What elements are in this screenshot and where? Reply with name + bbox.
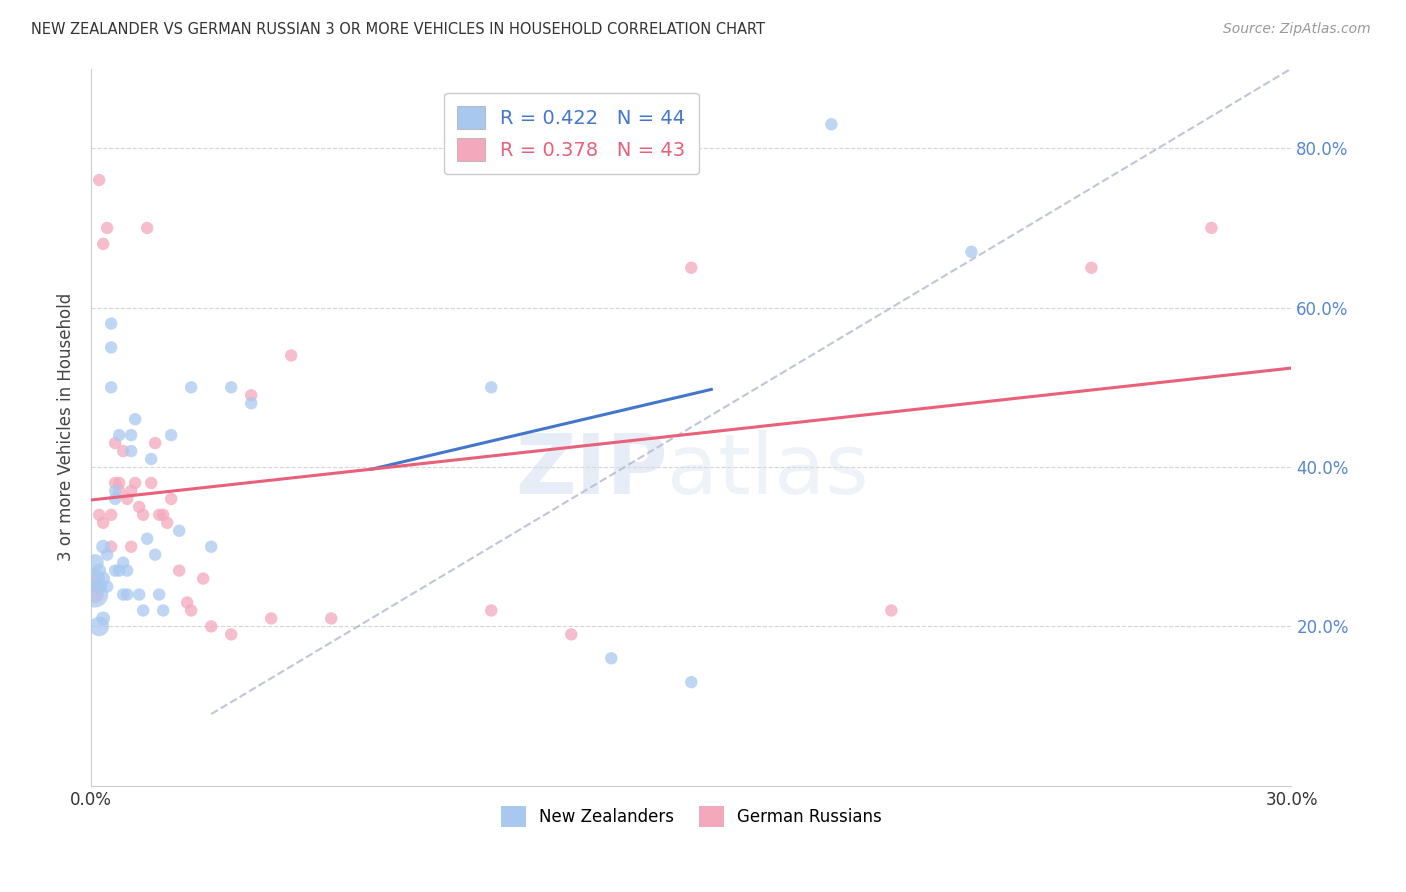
Point	[100, 380, 122, 394]
Point	[124, 412, 146, 426]
Point	[321, 611, 343, 625]
Point	[880, 603, 903, 617]
Point	[100, 540, 122, 554]
Point	[91, 540, 114, 554]
Point	[128, 587, 150, 601]
Point	[479, 603, 502, 617]
Point	[152, 603, 174, 617]
Point	[104, 491, 127, 506]
Point	[91, 236, 114, 251]
Point	[96, 580, 118, 594]
Text: ZIP: ZIP	[515, 430, 668, 511]
Point	[156, 516, 179, 530]
Point	[89, 173, 111, 187]
Point	[219, 380, 242, 394]
Point	[219, 627, 242, 641]
Point	[84, 587, 107, 601]
Point	[152, 508, 174, 522]
Point	[148, 587, 170, 601]
Point	[104, 483, 127, 498]
Point	[1201, 221, 1223, 235]
Point	[84, 572, 107, 586]
Point	[96, 548, 118, 562]
Point	[112, 556, 135, 570]
Y-axis label: 3 or more Vehicles in Household: 3 or more Vehicles in Household	[58, 293, 75, 561]
Point	[960, 244, 983, 259]
Point	[1080, 260, 1102, 275]
Point	[148, 508, 170, 522]
Point	[167, 524, 190, 538]
Point	[479, 380, 502, 394]
Point	[108, 483, 131, 498]
Point	[108, 475, 131, 490]
Legend: New Zealanders, German Russians: New Zealanders, German Russians	[492, 797, 890, 835]
Point	[89, 564, 111, 578]
Point	[100, 341, 122, 355]
Point	[120, 428, 142, 442]
Point	[108, 564, 131, 578]
Point	[136, 532, 159, 546]
Point	[180, 603, 202, 617]
Point	[84, 556, 107, 570]
Point	[560, 627, 582, 641]
Point	[176, 595, 198, 609]
Point	[104, 564, 127, 578]
Point	[104, 475, 127, 490]
Point	[120, 540, 142, 554]
Point	[280, 348, 302, 362]
Point	[108, 428, 131, 442]
Point	[84, 587, 107, 601]
Point	[100, 317, 122, 331]
Point	[240, 388, 263, 402]
Point	[91, 611, 114, 625]
Point	[115, 564, 138, 578]
Text: Source: ZipAtlas.com: Source: ZipAtlas.com	[1223, 22, 1371, 37]
Text: NEW ZEALANDER VS GERMAN RUSSIAN 3 OR MORE VEHICLES IN HOUSEHOLD CORRELATION CHAR: NEW ZEALANDER VS GERMAN RUSSIAN 3 OR MOR…	[31, 22, 765, 37]
Point	[260, 611, 283, 625]
Point	[89, 508, 111, 522]
Point	[141, 475, 163, 490]
Point	[141, 452, 163, 467]
Point	[91, 516, 114, 530]
Point	[128, 500, 150, 514]
Point	[91, 572, 114, 586]
Point	[112, 587, 135, 601]
Point	[600, 651, 623, 665]
Point	[132, 603, 155, 617]
Point	[240, 396, 263, 410]
Point	[100, 508, 122, 522]
Point	[120, 483, 142, 498]
Text: atlas: atlas	[668, 430, 869, 511]
Point	[143, 436, 166, 450]
Point	[115, 587, 138, 601]
Point	[681, 260, 703, 275]
Point	[180, 380, 202, 394]
Point	[132, 508, 155, 522]
Point	[96, 221, 118, 235]
Point	[124, 475, 146, 490]
Point	[200, 540, 222, 554]
Point	[820, 117, 842, 131]
Point	[115, 491, 138, 506]
Point	[160, 491, 183, 506]
Point	[200, 619, 222, 633]
Point	[193, 572, 215, 586]
Point	[89, 619, 111, 633]
Point	[143, 548, 166, 562]
Point	[136, 221, 159, 235]
Point	[120, 444, 142, 458]
Point	[167, 564, 190, 578]
Point	[84, 572, 107, 586]
Point	[681, 675, 703, 690]
Point	[160, 428, 183, 442]
Point	[112, 444, 135, 458]
Point	[104, 436, 127, 450]
Point	[89, 580, 111, 594]
